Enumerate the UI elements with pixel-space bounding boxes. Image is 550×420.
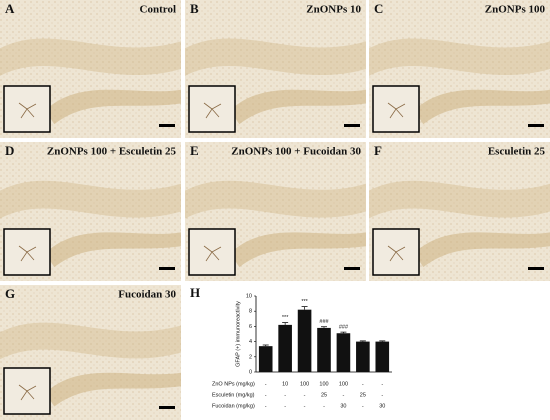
treatment-dose: - bbox=[265, 403, 267, 409]
y-axis-label: GFAP (+) immunoreactivity bbox=[235, 301, 241, 367]
micrograph-panel: A Control bbox=[0, 0, 181, 138]
panel-label: H bbox=[190, 285, 200, 300]
micrograph-panel: B ZnONPs 10 bbox=[185, 0, 366, 138]
bar bbox=[336, 333, 351, 372]
treatment-dose: - bbox=[265, 381, 267, 387]
treatment-name: Fucoidan (mg/kg) bbox=[212, 403, 255, 409]
panel-title: Fucoidan 30 bbox=[118, 289, 176, 301]
panel-title: Control bbox=[140, 4, 176, 16]
bar bbox=[317, 327, 331, 372]
scale-bar bbox=[159, 406, 175, 409]
treatment-dose: 100 bbox=[339, 381, 348, 387]
error-bar bbox=[321, 326, 327, 328]
error-bar bbox=[340, 331, 347, 334]
significance: ### bbox=[339, 325, 349, 331]
panel-label: C bbox=[374, 1, 383, 16]
treatment-dose: - bbox=[343, 392, 345, 398]
bar bbox=[356, 341, 370, 372]
y-tick-label: 10 bbox=[246, 293, 252, 299]
astrocyte bbox=[203, 245, 222, 262]
scale-bar bbox=[344, 267, 360, 270]
scale-bar bbox=[159, 124, 175, 127]
astrocyte bbox=[18, 102, 37, 119]
panel-title: ZnONPs 100 + Esculetin 25 bbox=[47, 146, 177, 158]
panel-title: ZnONPs 100 + Fucoidan 30 bbox=[231, 146, 361, 158]
error-bar bbox=[359, 340, 366, 342]
micrograph-panel: E ZnONPs 100 + Fucoidan 30 bbox=[185, 142, 366, 281]
panel-label: B bbox=[190, 1, 199, 16]
panel-title: ZnONPs 10 bbox=[306, 4, 361, 16]
treatment-dose: - bbox=[304, 392, 306, 398]
bar bbox=[375, 341, 390, 372]
treatment-name: ZnO NPs (mg/kg) bbox=[212, 381, 255, 387]
treatment-dose: - bbox=[284, 403, 286, 409]
panel-label: D bbox=[5, 143, 14, 158]
treatment-name: Esculetin (mg/kg) bbox=[212, 392, 255, 398]
scale-bar bbox=[528, 124, 544, 127]
treatment-dose: 100 bbox=[319, 381, 328, 387]
treatment-dose: 25 bbox=[360, 392, 366, 398]
treatment-dose: 25 bbox=[321, 392, 327, 398]
treatment-dose: - bbox=[362, 403, 364, 409]
panel-title: Esculetin 25 bbox=[488, 146, 546, 158]
astrocyte bbox=[18, 245, 37, 262]
error-bar bbox=[301, 306, 308, 310]
significance: *** bbox=[282, 315, 289, 321]
treatment-dose: 10 bbox=[282, 381, 288, 387]
micrograph-panel: F Esculetin 25 bbox=[369, 142, 550, 281]
panel-label: A bbox=[5, 1, 15, 16]
y-tick-label: 0 bbox=[249, 369, 252, 375]
error-bar bbox=[282, 322, 289, 325]
astrocyte bbox=[387, 245, 406, 262]
error-bar bbox=[379, 340, 386, 342]
scale-bar bbox=[344, 124, 360, 127]
treatment-dose: - bbox=[381, 381, 383, 387]
panel-label: F bbox=[374, 143, 382, 158]
y-tick-label: 2 bbox=[249, 354, 252, 360]
y-tick-label: 6 bbox=[249, 324, 252, 330]
treatment-dose: - bbox=[381, 392, 383, 398]
bar bbox=[258, 346, 273, 372]
panel-label: G bbox=[5, 286, 15, 301]
treatment-dose: - bbox=[304, 403, 306, 409]
panel-label: E bbox=[190, 143, 199, 158]
panel-title: ZnONPs 100 bbox=[485, 4, 546, 16]
y-tick-label: 8 bbox=[249, 309, 252, 315]
treatment-dose: - bbox=[284, 392, 286, 398]
astrocyte bbox=[18, 384, 37, 401]
bar bbox=[297, 309, 312, 372]
scale-bar bbox=[528, 267, 544, 270]
treatment-dose: - bbox=[362, 381, 364, 387]
astrocyte bbox=[203, 102, 222, 119]
significance: *** bbox=[301, 299, 308, 305]
treatment-dose: 30 bbox=[340, 403, 346, 409]
treatment-dose: 100 bbox=[300, 381, 309, 387]
scale-bar bbox=[159, 267, 175, 270]
micrograph-panel: G Fucoidan 30 bbox=[0, 285, 181, 420]
significance: ### bbox=[319, 319, 329, 325]
treatment-dose: - bbox=[323, 403, 325, 409]
bar bbox=[278, 324, 292, 372]
treatment-dose: 30 bbox=[379, 403, 385, 409]
y-tick-label: 4 bbox=[249, 339, 252, 345]
error-bar bbox=[262, 344, 269, 347]
micrograph-panel: C ZnONPs 100 bbox=[369, 0, 550, 138]
micrograph-panel: D ZnONPs 100 + Esculetin 25 bbox=[0, 142, 181, 281]
treatment-dose: - bbox=[265, 392, 267, 398]
astrocyte bbox=[387, 102, 406, 119]
